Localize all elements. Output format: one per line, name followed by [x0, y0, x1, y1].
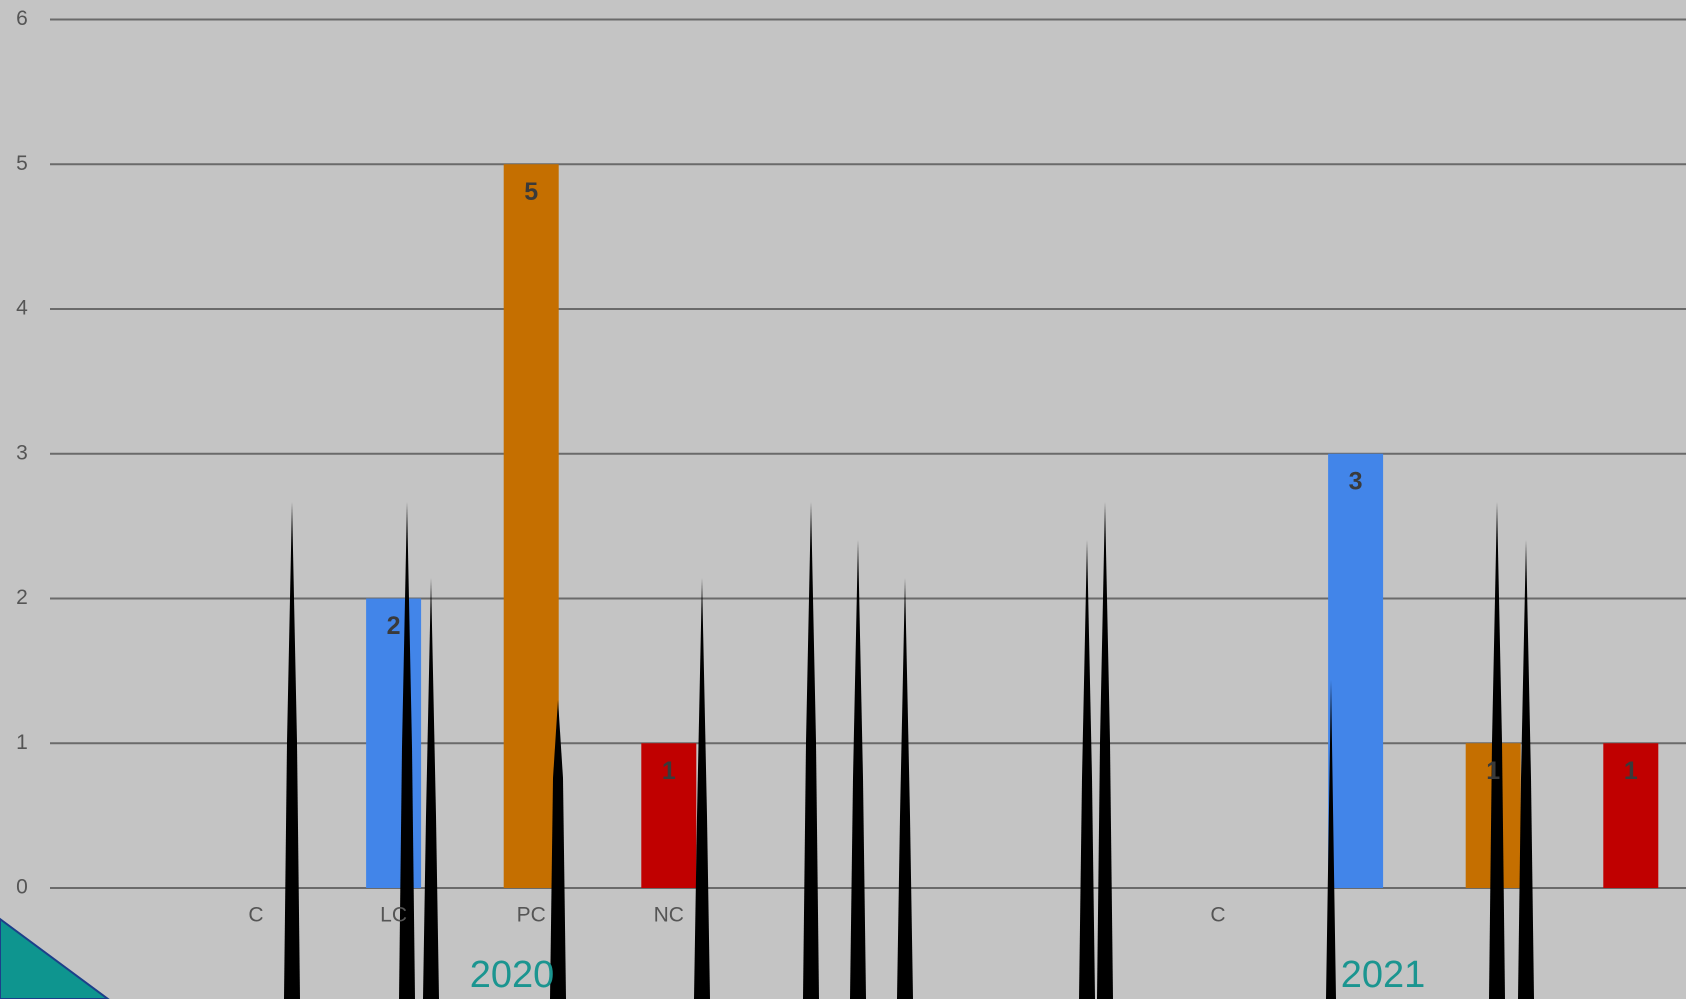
background [0, 0, 1686, 999]
y-tick-label: 0 [16, 876, 28, 899]
x-tick-label: LC [380, 904, 407, 927]
data-label: 2 [387, 612, 401, 640]
y-tick-label: 2 [16, 586, 28, 609]
data-label: 1 [1624, 757, 1638, 785]
bar [504, 164, 559, 888]
x-tick-label: NC [654, 904, 684, 927]
data-label: 1 [1486, 757, 1500, 785]
y-tick-label: 5 [16, 152, 28, 175]
y-tick-label: 3 [16, 441, 28, 464]
y-tick-label: 4 [16, 297, 28, 320]
x-tick-label: C [1210, 904, 1225, 927]
group-label: 2021 [1341, 954, 1426, 996]
bar [1328, 454, 1383, 888]
data-label: 3 [1349, 467, 1363, 495]
x-tick-label: C [248, 904, 263, 927]
data-label: 1 [662, 757, 676, 785]
data-label: 5 [524, 178, 538, 206]
chart: 0 1 2 3 4 5 6 2020 2021 C LC 2 PC 5 NC 1 C 3 1 1 [0, 0, 1686, 999]
group-label: 2020 [470, 954, 555, 996]
y-tick-label: 6 [16, 7, 28, 30]
x-tick-label: PC [517, 904, 546, 927]
y-tick-label: 1 [16, 731, 28, 754]
